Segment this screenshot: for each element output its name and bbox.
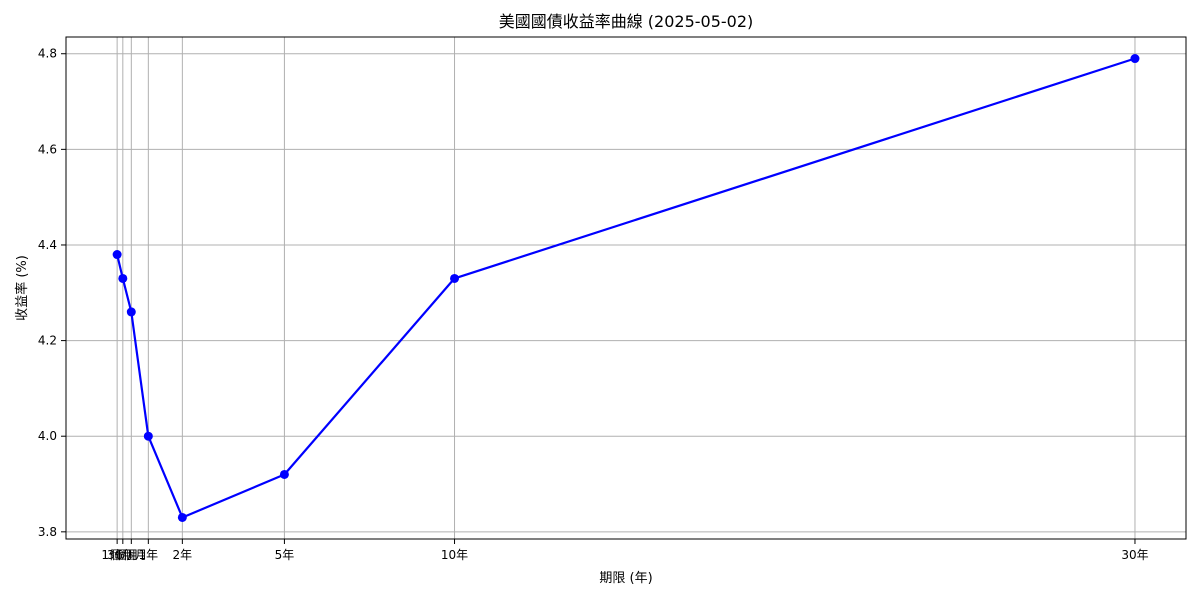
y-tick-label: 4.6 bbox=[38, 142, 57, 156]
data-point bbox=[177, 512, 187, 522]
x-axis-label: 期限 (年) bbox=[599, 571, 652, 586]
y-tick-label: 4.2 bbox=[38, 334, 57, 348]
x-tick-label: 1年 bbox=[139, 548, 159, 562]
x-tick-label: 6個月 bbox=[116, 548, 148, 562]
data-point bbox=[143, 431, 153, 441]
y-tick-label: 3.8 bbox=[38, 525, 57, 539]
grid bbox=[66, 37, 1186, 539]
data-point bbox=[279, 469, 289, 479]
x-tick-label: 3個月 bbox=[107, 548, 139, 562]
series-line bbox=[116, 57, 1136, 519]
x-tick-label: 10年 bbox=[441, 548, 468, 562]
data-point bbox=[118, 273, 128, 283]
data-point bbox=[450, 273, 460, 283]
chart-title: 美國國債收益率曲線 (2025-05-02) bbox=[499, 12, 754, 31]
x-tick-label: 5年 bbox=[275, 548, 295, 562]
data-point bbox=[126, 307, 136, 317]
x-tick-label: 2年 bbox=[173, 548, 193, 562]
y-tick-label: 4.4 bbox=[38, 238, 57, 252]
y-tick-label: 4.0 bbox=[38, 429, 57, 443]
x-tick-label: 1個月 bbox=[101, 548, 133, 562]
series bbox=[112, 54, 1140, 522]
data-point bbox=[112, 250, 122, 260]
x-tick-label: 30年 bbox=[1121, 548, 1148, 562]
y-axis-label: 收益率 (%) bbox=[14, 255, 30, 321]
y-tick-label: 4.8 bbox=[38, 47, 57, 61]
data-point bbox=[1130, 54, 1140, 64]
plot-frame bbox=[65, 36, 1187, 540]
